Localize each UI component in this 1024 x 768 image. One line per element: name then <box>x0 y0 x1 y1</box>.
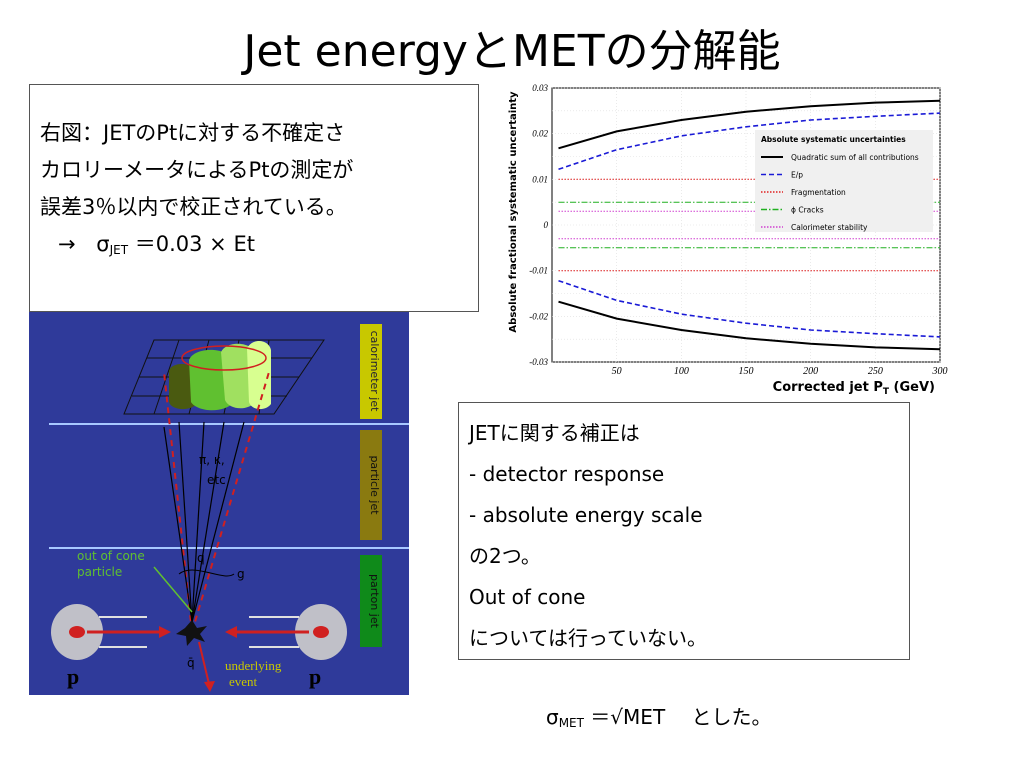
parton-jet-label: parton jet <box>368 574 381 629</box>
correction-line-3: - absolute energy scale <box>469 503 703 527</box>
calorimeter-jet-box <box>360 324 382 419</box>
chart-xlabel-unit: (GeV) <box>889 380 935 395</box>
pi-k-label: π, κ, <box>199 453 225 467</box>
out-of-cone-label: out of cone <box>77 549 145 563</box>
x-tick-label: 200 <box>803 366 818 377</box>
series-line-upper <box>558 99 941 150</box>
sigma-symbol: σ <box>96 232 110 256</box>
p-left-label: p <box>67 664 79 689</box>
x-tick-label: 250 <box>868 366 883 377</box>
chart-xlabel-text: Corrected jet P <box>773 380 883 395</box>
formula-rest: ＝0.03 × Et <box>128 232 255 256</box>
legend-title: Absolute systematic uncertainties <box>761 135 906 144</box>
legend-entry: Calorimeter stability <box>791 223 868 232</box>
x-tick-label: 50 <box>612 366 622 377</box>
footer-rest: ＝√MET とした。 <box>583 705 772 729</box>
y-tick-label: 0 <box>544 220 549 230</box>
deposit-pale <box>247 341 271 410</box>
y-tick-label: -0.02 <box>529 311 548 321</box>
sigma-subscript: JET <box>109 243 129 257</box>
collision-star <box>176 620 207 646</box>
note-line-2: カロリーメータによるPtの測定が <box>40 158 354 182</box>
y-tick-label: 0.01 <box>532 174 548 184</box>
series-line-upper <box>558 112 941 171</box>
y-tick-label: -0.01 <box>529 266 548 276</box>
correction-line-5: Out of cone <box>469 585 586 609</box>
x-tick-label: 150 <box>739 366 754 377</box>
legend-entry: E/p <box>791 171 803 180</box>
jet-levels-diagram: calorimeter jet particle jet parton jet … <box>29 312 409 695</box>
series-line-lower <box>558 279 941 338</box>
calorimeter-jet-label: calorimeter jet <box>368 331 381 413</box>
underlying-label: underlying <box>225 658 282 673</box>
footer-sigma: σ <box>546 705 559 729</box>
correction-line-4: の2つ。 <box>469 544 541 568</box>
q-label: q <box>197 551 205 565</box>
out-of-cone-particle-label: particle <box>77 565 122 579</box>
jet-uncertainty-chart: Absolute fractional systematic uncertain… <box>508 83 948 397</box>
correction-line-6: については行っていない。 <box>469 626 707 650</box>
particle-jet-label: particle jet <box>368 455 381 515</box>
p-right-label: p <box>309 664 321 689</box>
legend-entry: Quadratic sum of all contributions <box>791 153 919 162</box>
qbar-label: q̄ <box>187 656 195 670</box>
resolution-note-box: 右図：JETのPtに対する不確定さ カロリーメータによるPtの測定が 誤差3％以… <box>29 84 479 312</box>
sigma-met-formula: σMET ＝√MET とした。 <box>546 702 772 738</box>
sigma-jet-formula: → σJET ＝0.03 × Et <box>40 226 468 269</box>
footer-sigma-sub: MET <box>558 716 584 730</box>
x-tick-label: 100 <box>674 366 689 377</box>
x-tick-label: 300 <box>932 366 948 377</box>
legend-box <box>755 130 933 232</box>
parton-jet-box <box>360 555 382 647</box>
etc-label: etc <box>207 473 226 487</box>
chart-xlabel: Corrected jet PT (GeV) <box>773 380 935 397</box>
y-tick-label: -0.03 <box>529 357 548 367</box>
particle-arrows <box>163 421 245 623</box>
page-title: Jet energyとMETの分解能 <box>243 26 781 77</box>
y-tick-label: 0.02 <box>532 129 548 139</box>
note-line-1: 右図：JETのPtに対する不確定さ <box>40 121 346 145</box>
series-line-lower <box>558 300 941 351</box>
legend-entry: ϕ Cracks <box>791 206 824 215</box>
legend-entry: Fragmentation <box>791 188 846 197</box>
correction-line-2: - detector response <box>469 462 665 486</box>
g-label: g <box>237 567 245 581</box>
particle-jet-box <box>360 430 382 540</box>
chart-ylabel: Absolute fractional systematic uncertain… <box>508 91 519 333</box>
event-label: event <box>229 674 258 689</box>
chart-xlabel-sub: T <box>883 387 890 397</box>
y-tick-label: 0.03 <box>532 83 548 93</box>
arrow-icon: → <box>58 232 76 256</box>
correction-note-box: JETに関する補正は - detector response - absolut… <box>458 402 910 660</box>
note-line-3: 誤差3％以内で校正されている。 <box>40 195 347 219</box>
correction-line-1: JETに関する補正は <box>469 421 640 445</box>
